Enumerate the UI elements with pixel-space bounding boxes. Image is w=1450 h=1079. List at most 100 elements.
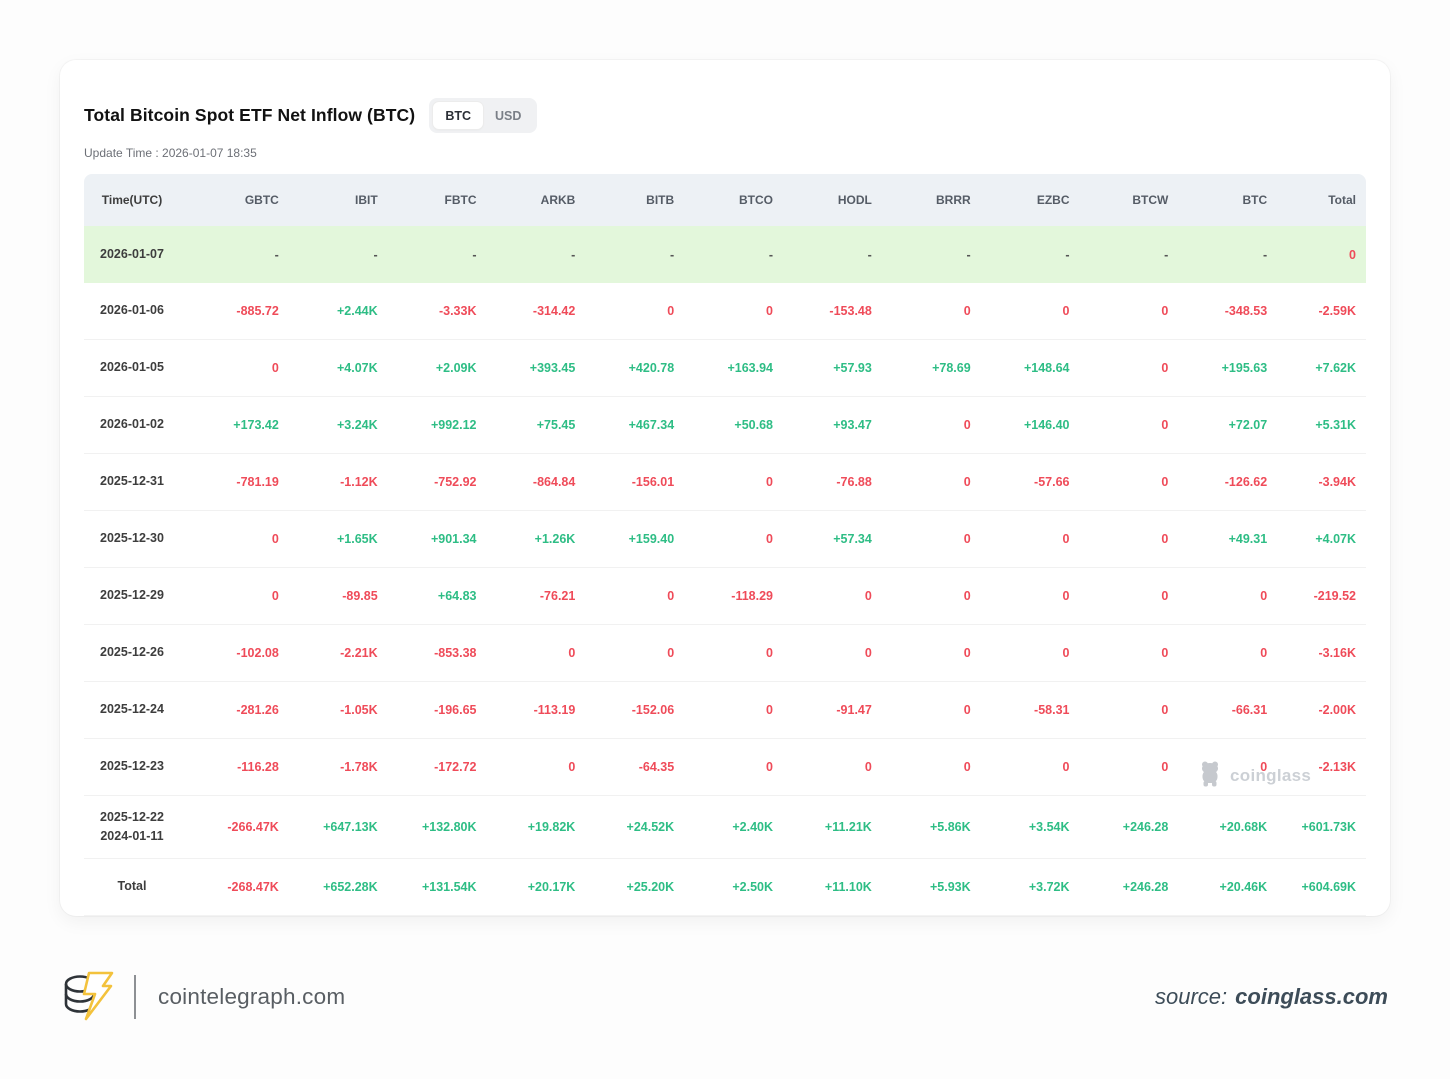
column-header: Total xyxy=(1328,193,1356,207)
column-header: Time(UTC) xyxy=(101,193,163,207)
btc-tab[interactable]: BTC xyxy=(433,102,484,129)
value-cell: 0 xyxy=(766,646,773,660)
value-cell: +20.17K xyxy=(527,880,576,894)
date-cell: 2026-01-02 xyxy=(100,417,164,432)
value-cell: 0 xyxy=(1161,304,1169,318)
value-cell: +3.54K xyxy=(1028,820,1070,834)
column-header: BITB xyxy=(646,193,675,207)
column-header: IBIT xyxy=(354,193,378,207)
value-cell: 0 xyxy=(667,589,675,603)
value-cell: +24.52K xyxy=(626,820,675,834)
usd-tab[interactable]: USD xyxy=(494,108,522,123)
value-cell: - xyxy=(768,247,773,262)
value-cell: 0 xyxy=(963,532,971,546)
column-header: BTC xyxy=(1242,193,1268,207)
value-cell: 0 xyxy=(1161,418,1169,432)
value-cell: +604.69K xyxy=(1301,880,1356,894)
source-name: coinglass.com xyxy=(1235,984,1388,1009)
value-cell: 0 xyxy=(963,418,971,432)
value-cell: -885.72 xyxy=(236,304,279,318)
value-cell: -3.94K xyxy=(1318,475,1356,489)
column-header: BTCO xyxy=(739,193,773,207)
value-cell: - xyxy=(966,247,971,262)
etf-table: Time(UTC) GBTC IBIT FBTC ARKB BITB BTCO HODL BRR… xyxy=(84,174,1366,916)
value-cell: +992.12 xyxy=(430,418,477,432)
value-cell: +163.94 xyxy=(727,361,773,375)
value-cell: +4.07K xyxy=(337,361,378,375)
value-cell: 0 xyxy=(568,760,576,774)
value-cell: - xyxy=(1065,247,1070,262)
value-cell: +5.93K xyxy=(930,880,971,894)
table-row: 2026-01-02 +173.42 +3.24K +992.12 +75.45 +467… xyxy=(84,396,1366,453)
table-row: 2025-12-29 0 -89.85 +64.83 -76.21 0 -118.29 0 0 0… xyxy=(84,567,1366,624)
value-cell: -266.47K xyxy=(227,820,279,834)
date-cell: 2025-12-29 xyxy=(100,588,164,603)
value-cell: -781.19 xyxy=(236,475,279,489)
value-cell: -268.47K xyxy=(227,880,279,894)
date-cell: 2025-12-31 xyxy=(100,474,164,489)
column-header: BTCW xyxy=(1132,193,1169,207)
card-header: Total Bitcoin Spot ETF Net Inflow (BTC) … xyxy=(84,98,1366,133)
value-cell: -1.78K xyxy=(340,760,378,774)
value-cell: 0 xyxy=(864,646,872,660)
table-row: 2025-12-31 -781.19 -1.12K -752.92 -864.84 -15… xyxy=(84,453,1366,510)
value-cell: +11.10K xyxy=(824,880,872,894)
date-cell: 2025-12-22 2024-01-11 xyxy=(100,809,164,843)
value-cell: -864.84 xyxy=(532,475,576,489)
value-cell: +7.62K xyxy=(1315,361,1356,375)
column-header: FBTC xyxy=(444,193,477,207)
value-cell: 0 xyxy=(568,646,576,660)
value-cell: 0 xyxy=(271,589,279,603)
date-cell: 2025-12-24 xyxy=(100,702,164,717)
value-cell: 0 xyxy=(963,475,971,489)
date-cell: Total xyxy=(117,879,147,894)
value-cell: +5.86K xyxy=(930,820,971,834)
value-cell: +75.45 xyxy=(536,418,576,432)
footer-brand: cointelegraph.com xyxy=(60,968,345,1026)
update-time: Update Time : 2026-01-07 18:35 xyxy=(84,146,257,160)
value-cell: -219.52 xyxy=(1313,589,1356,603)
value-cell: -153.48 xyxy=(829,304,872,318)
table-row: 2026-01-05 0 +4.07K +2.09K +393.45 +420.78 +16… xyxy=(84,339,1366,396)
value-cell: -64.35 xyxy=(638,760,675,774)
value-cell: 0 xyxy=(766,532,773,546)
value-cell: -2.59K xyxy=(1318,304,1356,318)
value-cell: -113.19 xyxy=(533,703,576,717)
date-cell: 2025-12-26 xyxy=(100,645,164,660)
source-attribution: source: coinglass.com xyxy=(1155,984,1388,1010)
value-cell: -3.16K xyxy=(1318,646,1356,660)
value-cell: +195.63 xyxy=(1221,361,1268,375)
value-cell: +25.20K xyxy=(626,880,675,894)
table-row: 2026-01-07 - - - - - - - - - - - 0 xyxy=(84,226,1366,283)
value-cell: +131.54K xyxy=(421,880,477,894)
table-row: 2025-12-24 -281.26 -1.05K -196.65 -113.19 -15… xyxy=(84,681,1366,738)
table-row: 2025-12-26 -102.08 -2.21K -853.38 0 0 0 0 0 0 0 0 -3… xyxy=(84,624,1366,681)
value-cell: -1.05K xyxy=(340,703,378,717)
value-cell: +467.34 xyxy=(628,418,675,432)
value-cell: +20.46K xyxy=(1219,880,1268,894)
value-cell: +1.65K xyxy=(337,532,378,546)
value-cell: -3.33K xyxy=(438,304,477,318)
value-cell: +393.45 xyxy=(529,361,576,375)
value-cell: -102.08 xyxy=(236,646,279,660)
table-bottom-divider xyxy=(84,915,1366,916)
value-cell: -58.31 xyxy=(1034,703,1070,717)
value-cell: -116.28 xyxy=(237,760,279,774)
value-cell: 0 xyxy=(1062,589,1070,603)
value-cell: 0 xyxy=(1349,247,1356,262)
value-cell: 0 xyxy=(1161,475,1169,489)
value-cell: +20.68K xyxy=(1219,820,1268,834)
value-cell: +78.69 xyxy=(932,361,971,375)
value-cell: 0 xyxy=(1260,646,1268,660)
value-cell: -57.66 xyxy=(1034,475,1070,489)
value-cell: -348.53 xyxy=(1224,304,1268,318)
value-cell: 0 xyxy=(1161,589,1169,603)
value-cell: -2.13K xyxy=(1318,760,1356,774)
value-cell: 0 xyxy=(1161,703,1169,717)
value-cell: - xyxy=(1262,247,1268,262)
value-cell: +146.40 xyxy=(1023,418,1070,432)
value-cell: -76.88 xyxy=(836,475,872,489)
value-cell: -89.85 xyxy=(342,589,378,603)
value-cell: 0 xyxy=(667,304,675,318)
date-cell: 2026-01-07 xyxy=(100,246,164,261)
